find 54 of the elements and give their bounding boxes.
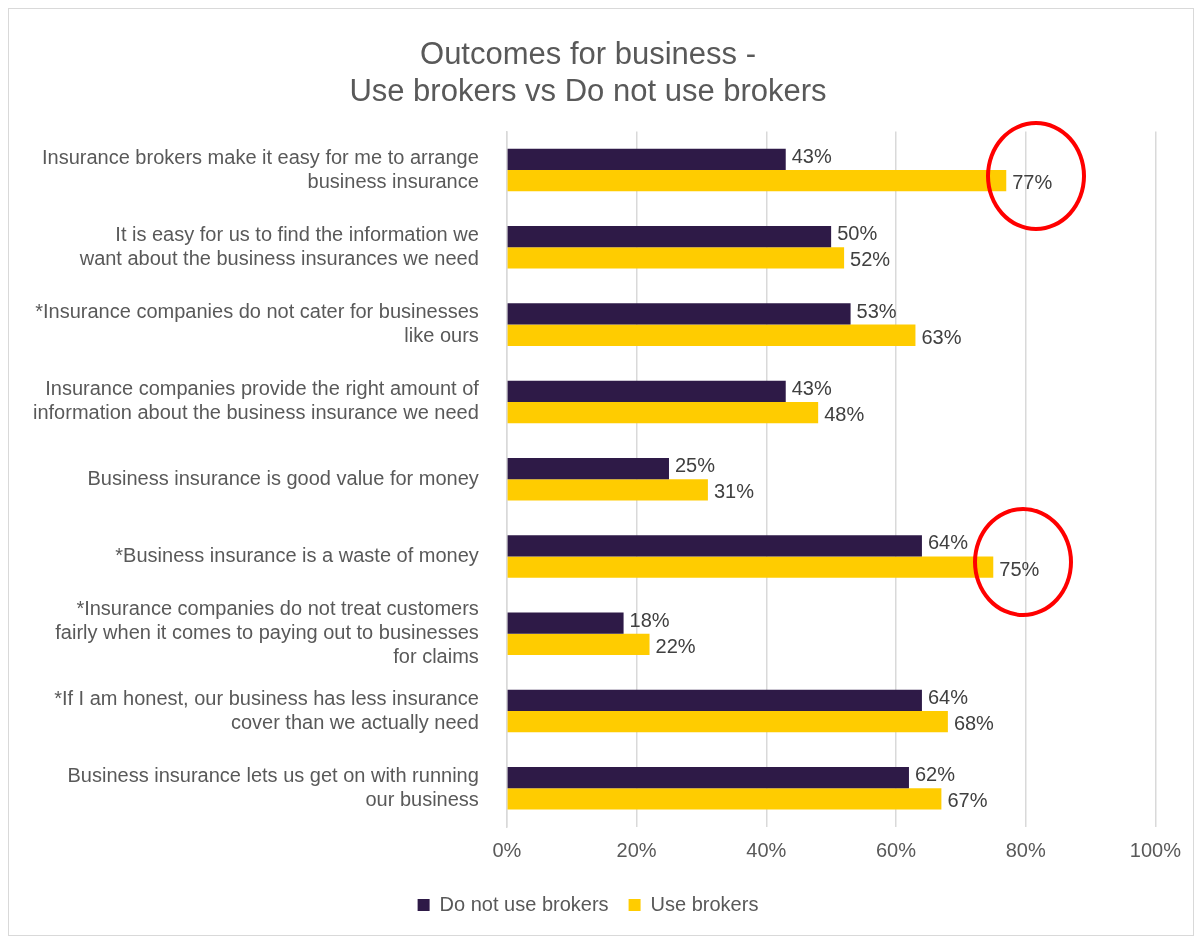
legend-label: Use brokers (650, 892, 759, 915)
bar (507, 380, 786, 402)
bar (507, 303, 851, 325)
bar (507, 457, 669, 480)
data-label: 68% (953, 712, 995, 735)
bar (507, 479, 708, 501)
y-tick-label: Insurance companies provide the right amount of information about the business insurance we need (33, 377, 480, 424)
y-tick-label: It is easy for us to find the information we want about the business insurances we need (78, 222, 479, 269)
bar (507, 633, 650, 656)
data-label: 25% (674, 454, 716, 477)
data-label: 31% (713, 480, 755, 503)
bar (507, 535, 922, 557)
data-label: 18% (629, 608, 670, 631)
data-label: 52% (850, 248, 891, 271)
bar (507, 148, 786, 171)
data-label: 48% (824, 403, 865, 426)
data-label: 63% (921, 325, 962, 348)
bar (507, 226, 832, 248)
x-tick-label: 100% (1129, 838, 1182, 861)
bar (507, 556, 994, 578)
data-label: 77% (1012, 171, 1053, 194)
legend-label: Do not use brokers (439, 892, 609, 915)
data-label: 64% (927, 685, 969, 708)
y-tick-label: Business insurance is good value for money (87, 466, 479, 489)
bar (507, 788, 942, 810)
x-tick-label: 60% (875, 838, 917, 861)
data-label: 62% (914, 763, 956, 786)
data-label: 64% (927, 531, 969, 554)
bar (507, 767, 909, 789)
data-label: 67% (947, 789, 988, 812)
x-tick-label: 80% (1005, 838, 1046, 861)
x-tick-label: 0% (492, 838, 522, 861)
y-tick-label: *Insurance companies do not treat customers fairly when it comes to paying out to businesses for claims (55, 597, 479, 668)
x-tick-label: 40% (746, 838, 787, 861)
bar (507, 689, 922, 712)
data-label: 75% (999, 557, 1040, 580)
y-tick-label: *Business insurance is a waste of money (115, 544, 479, 566)
data-label: 43% (791, 376, 832, 399)
bar (507, 170, 1007, 192)
bar (507, 612, 624, 634)
bar (507, 324, 916, 346)
bar (507, 401, 819, 424)
data-label: 43% (791, 144, 832, 167)
chart-title: Outcomes for business - Use brokers vs Do not use brokers (349, 36, 827, 109)
y-tick-label: Business insurance lets us get on with running our business (67, 763, 479, 810)
data-label: 50% (837, 222, 878, 245)
bar (507, 711, 948, 733)
y-tick-label: *If I am honest, our business has less insurance cover than we actually need (54, 686, 479, 733)
x-tick-label: 20% (616, 838, 657, 861)
data-label: 53% (856, 299, 897, 322)
y-tick-label: *Insurance companies do not cater for businesses like ours (35, 300, 479, 347)
bar (507, 247, 845, 269)
data-label: 22% (655, 634, 696, 657)
y-tick-label: Insurance brokers make it easy for me to arrange business insurance (41, 145, 479, 192)
